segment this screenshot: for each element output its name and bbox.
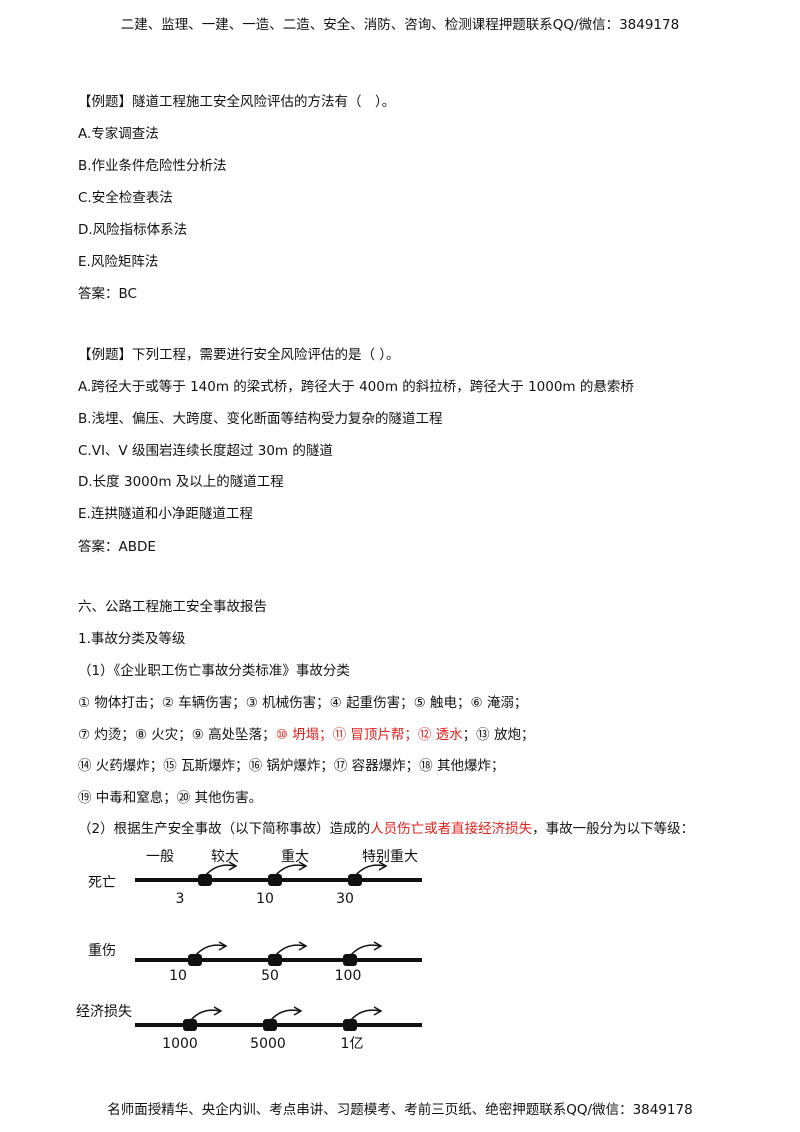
list-item: （1）《企业职工伤亡事故分类标准》事故分类 <box>78 663 350 679</box>
option: B.作业条件危险性分析法 <box>78 158 227 174</box>
option: E.连拱隧道和小净距隧道工程 <box>78 506 253 522</box>
answer: 答案：ABDE <box>78 539 156 555</box>
marker <box>188 954 202 966</box>
section-subtitle: 1.事故分类及等级 <box>78 631 186 647</box>
level-label: 特别重大 <box>362 849 418 865</box>
text-span: ⑩ 坍塌；⑪ 冒顶片帮；⑫ 透水 <box>275 726 463 743</box>
option: D.风险指标体系法 <box>78 222 188 238</box>
marker <box>263 1019 277 1031</box>
row-label: 死亡 <box>88 875 116 891</box>
marker <box>198 874 212 886</box>
threshold-label: 3 <box>176 891 185 907</box>
arrow <box>349 941 383 957</box>
marker <box>268 874 282 886</box>
threshold-label: 1亿 <box>341 1036 364 1052</box>
option: B.浅埋、偏压、大跨度、变化断面等结构受力复杂的隧道工程 <box>78 411 443 427</box>
text-line: ① 物体打击；② 车辆伤害；③ 机械伤害；④ 起重伤害；⑤ 触电；⑥ 淹溺； <box>78 694 527 712</box>
text-span: ，事故一般分为以下等级： <box>532 821 695 837</box>
marker <box>268 954 282 966</box>
text-span: ⑦ 灼烫；⑧ 火灾；⑨ 高处坠落； <box>78 726 276 743</box>
marker <box>343 1019 357 1031</box>
threshold-label: 1000 <box>162 1036 198 1052</box>
arrow <box>274 941 308 957</box>
threshold-label: 100 <box>335 968 362 984</box>
arrow <box>274 861 308 877</box>
question-stem: 【例题】下列工程，需要进行安全风险评估的是（ ）。 <box>78 347 400 363</box>
option: D.长度 3000m 及以上的隧道工程 <box>78 474 284 490</box>
text-line: ⑦ 灼烫；⑧ 火灾；⑨ 高处坠落；⑩ 坍塌；⑪ 冒顶片帮；⑫ 透水；⑬ 放炮； <box>78 726 534 744</box>
level-label: 一般 <box>146 849 174 865</box>
marker <box>343 954 357 966</box>
answer: 答案：BC <box>78 286 137 302</box>
option: C.VI、V 级围岩连续长度超过 30m 的隧道 <box>78 443 333 459</box>
text-span: ⑭ 火药爆炸；⑮ 瓦斯爆炸；⑯ 锅炉爆炸；⑰ 容器爆炸；⑱ 其他爆炸； <box>78 758 505 774</box>
option: A.专家调查法 <box>78 126 159 142</box>
arrow <box>204 861 238 877</box>
text-line: ⑲ 中毒和窒息；⑳ 其他伤害。 <box>78 789 262 807</box>
header: 二建、监理、一建、一造、二造、安全、消防、咨询、检测课程押题联系QQ/微信：38… <box>120 17 680 33</box>
threshold-label: 5000 <box>250 1036 286 1052</box>
threshold-label: 10 <box>169 968 187 984</box>
text-span: ；⑬ 放炮； <box>462 726 535 743</box>
section-title: 六、公路工程施工安全事故报告 <box>78 599 267 615</box>
text-span: （2）根据生产安全事故（以下简称事故）造成的 <box>78 821 371 837</box>
marker <box>348 874 362 886</box>
text-line: （2）根据生产安全事故（以下简称事故）造成的人员伤亡或者直接经济损失，事故一般分… <box>78 820 694 838</box>
threshold-label: 50 <box>261 968 279 984</box>
threshold-label: 30 <box>336 891 354 907</box>
text-span: 人员伤亡或者直接经济损失 <box>370 821 533 837</box>
row-label: 经济损失 <box>76 1004 132 1020</box>
option: A.跨径大于或等于 140m 的梁式桥，跨径大于 400m 的斜拉桥，跨径大于 … <box>78 379 634 395</box>
threshold-label: 10 <box>256 891 274 907</box>
marker <box>183 1019 197 1031</box>
footer: 名师面授精华、央企内训、考点串讲、习题模考、考前三页纸、绝密押题联系QQ/微信：… <box>107 1102 693 1118</box>
arrow <box>194 941 228 957</box>
arrow <box>189 1006 223 1022</box>
option: E.风险矩阵法 <box>78 254 159 270</box>
text-span: ① 物体打击；② 车辆伤害；③ 机械伤害；④ 起重伤害；⑤ 触电；⑥ 淹溺； <box>78 695 528 711</box>
arrow <box>349 1006 383 1022</box>
level-label: 重大 <box>281 849 309 865</box>
arrow <box>269 1006 303 1022</box>
text-line: ⑭ 火药爆炸；⑮ 瓦斯爆炸；⑯ 锅炉爆炸；⑰ 容器爆炸；⑱ 其他爆炸； <box>78 757 504 775</box>
option: C.安全检查表法 <box>78 190 173 206</box>
level-label: 较大 <box>211 849 239 865</box>
row-label: 重伤 <box>88 943 116 959</box>
arrow <box>354 861 388 877</box>
text-span: ⑲ 中毒和窒息；⑳ 其他伤害。 <box>78 789 263 806</box>
question-stem: 【例题】隧道工程施工安全风险评估的方法有（ ）。 <box>78 94 396 110</box>
